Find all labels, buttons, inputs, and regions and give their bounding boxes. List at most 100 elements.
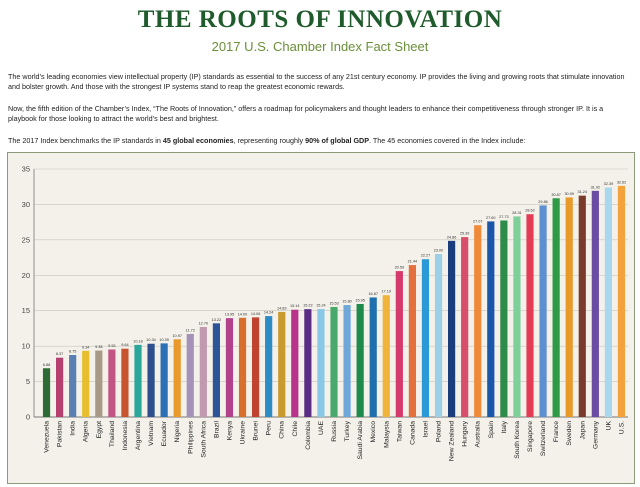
intro-paragraph-1: The world’s leading economies view intel… bbox=[8, 72, 625, 91]
bar bbox=[552, 198, 560, 417]
bar bbox=[500, 220, 508, 417]
bar bbox=[199, 327, 207, 417]
bar bbox=[225, 318, 234, 417]
bar-value-label: 14.00 bbox=[238, 312, 248, 316]
bar-value-label: 25.39 bbox=[460, 232, 470, 236]
bar bbox=[238, 317, 247, 417]
bar-value-label: 28.62 bbox=[525, 209, 535, 213]
bar bbox=[160, 343, 168, 417]
category-label: France bbox=[553, 421, 560, 442]
bar-value-label: 9.34 bbox=[82, 345, 89, 349]
bar bbox=[317, 309, 325, 417]
category-label: Turkey bbox=[344, 420, 351, 441]
bar bbox=[252, 317, 260, 417]
category-label: China bbox=[279, 421, 286, 439]
category-label: Ecuador bbox=[161, 420, 168, 446]
bar-value-label: 12.70 bbox=[199, 322, 209, 326]
category-label: UAE bbox=[318, 421, 325, 435]
intro-paragraph-2: Now, the fifth edition of the Chamber’s … bbox=[8, 104, 604, 123]
bar-value-label: 31.92 bbox=[591, 185, 601, 189]
y-tick-label: 10 bbox=[22, 342, 30, 351]
y-tick-label: 25 bbox=[22, 235, 30, 244]
y-tick-label: 0 bbox=[26, 413, 30, 422]
page-subtitle: 2017 U.S. Chamber Index Fact Sheet bbox=[211, 39, 429, 54]
bar-value-label: 8.37 bbox=[56, 352, 63, 356]
category-label: Hungary bbox=[462, 420, 469, 446]
bar-value-label: 27.60 bbox=[486, 216, 496, 220]
category-label: Ukraine bbox=[240, 421, 247, 445]
intro-text: The 2017 Index benchmarks the IP standar… bbox=[8, 136, 163, 145]
bar-value-label: 15.53 bbox=[329, 301, 339, 305]
category-label: Peru bbox=[266, 421, 273, 436]
bar bbox=[304, 309, 312, 417]
bar-value-label: 16.87 bbox=[368, 292, 378, 296]
chart-svg: 0 5 10 15 20 25 30 35 6.88 Venezuela 8.37 Pakistan 8… bbox=[22, 165, 628, 461]
y-tick-label: 5 bbox=[26, 377, 30, 386]
category-label: Poland bbox=[436, 421, 443, 442]
bar-value-label: 22.27 bbox=[421, 254, 431, 258]
bar-value-label: 11.72 bbox=[186, 328, 195, 332]
category-label: Brunei bbox=[253, 421, 260, 441]
category-label: Brazil bbox=[213, 421, 220, 438]
bar-value-label: 15.95 bbox=[355, 298, 365, 302]
category-label: Kenya bbox=[226, 421, 233, 440]
bar bbox=[604, 187, 612, 417]
bar-value-label: 6.88 bbox=[43, 363, 50, 367]
bar bbox=[369, 297, 377, 417]
bar-value-label: 15.14 bbox=[290, 304, 300, 308]
bar bbox=[434, 254, 443, 417]
bar-value-label: 31.24 bbox=[578, 190, 588, 194]
category-label: Venezuela bbox=[44, 421, 51, 453]
category-label: Thailand bbox=[109, 421, 116, 447]
bar bbox=[212, 323, 220, 417]
bar bbox=[382, 295, 390, 417]
bar-value-label: 15.22 bbox=[303, 304, 313, 308]
category-label: Australia bbox=[475, 421, 482, 448]
page-title: THE ROOTS OF INNOVATION bbox=[137, 6, 503, 33]
bar-value-label: 20.59 bbox=[395, 266, 405, 270]
bar-value-label: 14.24 bbox=[264, 311, 274, 315]
bar-value-label: 9.64 bbox=[121, 343, 128, 347]
category-label: Malaysia bbox=[383, 421, 390, 448]
bar bbox=[291, 309, 299, 417]
bar bbox=[108, 349, 116, 417]
bar-value-label: 30.87 bbox=[551, 193, 561, 197]
bar-value-label: 27.73 bbox=[499, 215, 509, 219]
bar-value-label: 10.18 bbox=[133, 339, 143, 343]
bar bbox=[56, 357, 64, 417]
bar-value-label: 9.38 bbox=[95, 345, 102, 349]
bar bbox=[421, 259, 430, 417]
category-label: Canada bbox=[409, 421, 416, 445]
category-label: Mexico bbox=[370, 421, 377, 443]
y-tick-label: 35 bbox=[22, 165, 30, 174]
bar bbox=[526, 214, 534, 417]
category-label: Colombia bbox=[305, 421, 312, 450]
bar-value-label: 14.83 bbox=[277, 306, 287, 310]
y-tick-label: 15 bbox=[22, 306, 30, 315]
category-label: Taiwan bbox=[396, 421, 403, 442]
bar bbox=[82, 350, 90, 417]
category-label: Spain bbox=[488, 421, 495, 439]
bar bbox=[42, 368, 51, 417]
intro-text: . The 45 economies covered in the Index … bbox=[369, 136, 526, 145]
category-label: Switzerland bbox=[540, 421, 547, 456]
bar-value-label: 30.99 bbox=[564, 192, 574, 196]
category-label: Egypt bbox=[96, 421, 103, 438]
bar-value-label: 8.75 bbox=[69, 350, 76, 354]
ip-index-bar-chart: 0 5 10 15 20 25 30 35 6.88 Venezuela 8.37 Pakistan 8… bbox=[7, 152, 635, 484]
bar bbox=[343, 305, 351, 417]
bar bbox=[121, 348, 129, 417]
category-label: Italy bbox=[501, 420, 508, 433]
bar bbox=[408, 265, 416, 417]
bar bbox=[617, 185, 626, 417]
bar-value-label: 13.22 bbox=[212, 318, 222, 322]
bar bbox=[173, 339, 181, 417]
category-label: Germany bbox=[592, 420, 599, 449]
bar-value-label: 14.06 bbox=[251, 312, 261, 316]
bar bbox=[539, 205, 547, 417]
bar-value-label: 15.24 bbox=[316, 304, 326, 308]
bar-value-label: 23.00 bbox=[434, 249, 444, 253]
bar-value-label: 28.31 bbox=[512, 211, 522, 215]
bar-value-label: 29.86 bbox=[538, 200, 548, 204]
bar bbox=[395, 271, 403, 417]
